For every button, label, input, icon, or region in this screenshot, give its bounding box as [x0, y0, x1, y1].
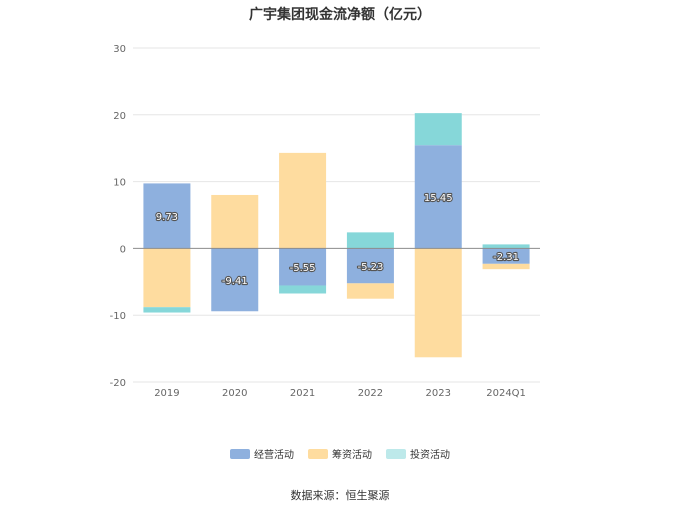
y-tick-label: 0 [120, 244, 126, 255]
bar-operating [279, 248, 327, 286]
bar-investing [346, 232, 394, 249]
bar-financing [143, 248, 191, 308]
x-tick-label: 2023 [426, 388, 451, 399]
legend-label-operating: 经营活动 [254, 450, 294, 461]
chart-legend: 经营活动 筹资活动 投资活动 [0, 446, 680, 461]
data-label: -5.23 [357, 262, 383, 273]
y-tick-label: 20 [113, 111, 126, 122]
legend-swatch-operating [230, 448, 250, 459]
axis-layer: 30 20 10 0 -10 -20 2019 2020 2021 2022 2023 2024Q1 [110, 44, 540, 399]
y-tick-label: -10 [110, 311, 126, 322]
bar-investing [414, 113, 462, 146]
y-tick-label: 30 [113, 44, 126, 55]
x-tick-label: 2022 [358, 388, 383, 399]
bar-operating [143, 183, 191, 249]
bar-financing [414, 248, 462, 358]
bar-financing [346, 283, 394, 299]
legend-swatch-investing [386, 448, 406, 459]
data-label: 15.45 [424, 193, 453, 204]
x-tick-label: 2021 [290, 388, 315, 399]
legend-item-financing[interactable]: 筹资活动 [308, 446, 372, 461]
legend-label-investing: 投资活动 [410, 450, 450, 461]
x-tick-label: 2020 [222, 388, 247, 399]
bar-financing [211, 194, 259, 249]
bar-investing [482, 244, 530, 249]
data-label: 9.73 [156, 212, 178, 223]
bar-financing [482, 263, 530, 270]
data-label: -5.55 [290, 263, 316, 274]
bar-operating [211, 248, 259, 312]
source-note: 数据来源：恒生聚源 [290, 489, 390, 502]
bar-layer [143, 113, 530, 358]
label-layer: 9.73 -9.41 -5.55 -5.23 15.45 -2.31 [155, 192, 520, 288]
bar-investing [279, 285, 327, 294]
bar-operating [482, 248, 530, 264]
y-tick-label: -20 [110, 378, 126, 389]
y-tick-label: 10 [113, 178, 126, 189]
bar-operating [414, 145, 462, 249]
x-tick-label: 2024Q1 [486, 388, 526, 399]
legend-item-operating[interactable]: 经营活动 [230, 446, 294, 461]
legend-label-financing: 筹资活动 [332, 450, 372, 461]
chart-title: 广宇集团现金流净额（亿元） [249, 7, 431, 23]
data-label: -2.31 [493, 252, 519, 263]
grid-layer [133, 47, 540, 383]
data-label: -9.41 [222, 276, 248, 287]
legend-item-investing[interactable]: 投资活动 [386, 446, 450, 461]
bar-financing [279, 152, 327, 249]
x-tick-label: 2019 [154, 388, 179, 399]
legend-swatch-financing [308, 448, 328, 459]
bar-investing [143, 307, 191, 313]
bar-operating [346, 248, 394, 284]
